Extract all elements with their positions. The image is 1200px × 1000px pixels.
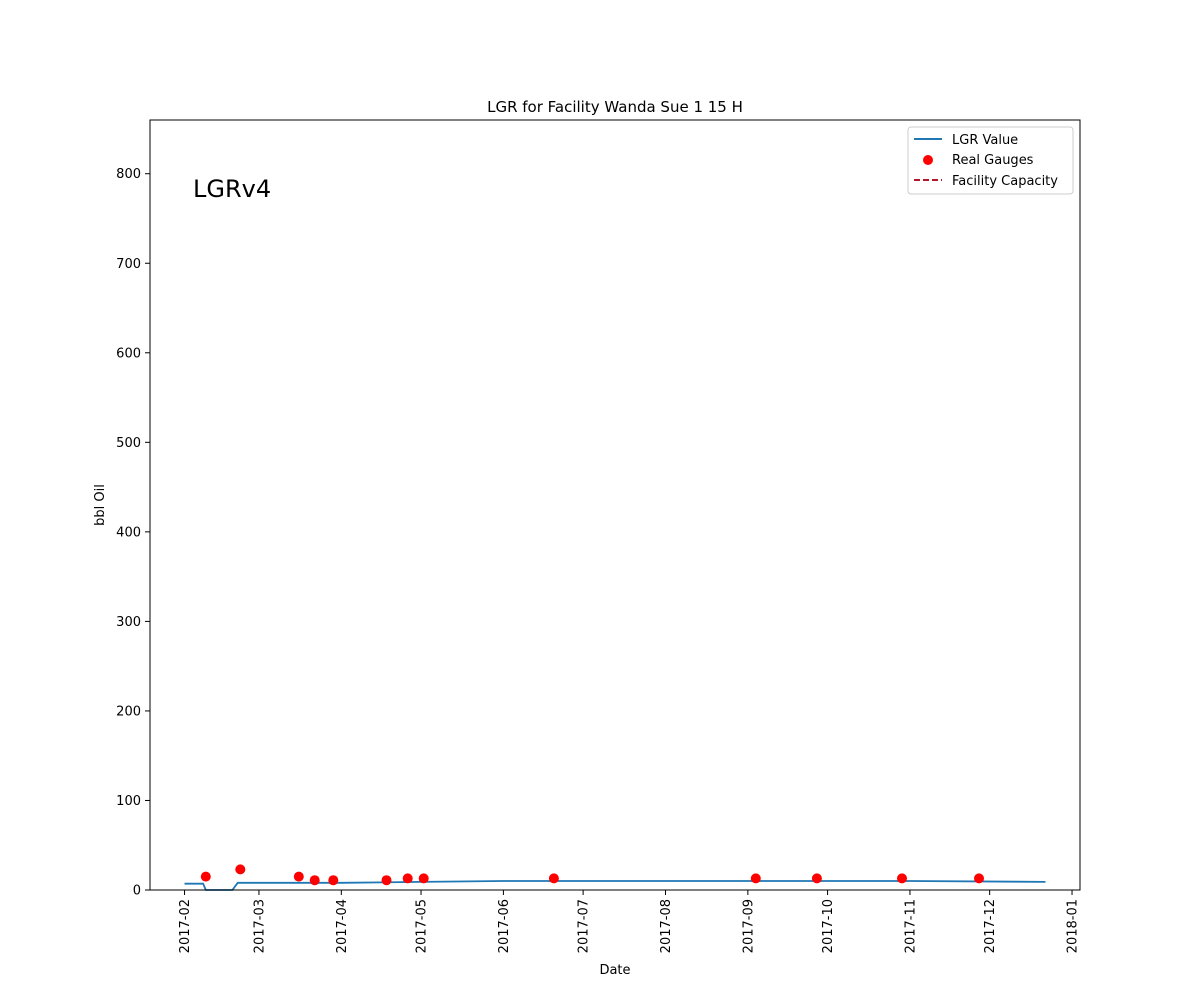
x-tick-label: 2017-02 bbox=[178, 899, 193, 953]
chart-title: LGR for Facility Wanda Sue 1 15 H bbox=[487, 98, 743, 116]
data-point bbox=[309, 875, 320, 886]
x-tick-label: 2017-10 bbox=[821, 899, 836, 953]
x-tick-label: 2017-11 bbox=[903, 899, 918, 953]
data-point bbox=[293, 871, 304, 882]
y-tick-label: 800 bbox=[116, 167, 141, 182]
data-point bbox=[381, 875, 392, 886]
y-tick-label: 600 bbox=[116, 346, 141, 361]
x-tick-label: 2017-08 bbox=[659, 899, 674, 953]
y-axis: 0 100 200 300 400 500 600 700 800 bbox=[116, 167, 150, 899]
y-tick-label: 400 bbox=[116, 525, 141, 540]
x-tick-label: 2017-05 bbox=[415, 899, 430, 953]
plot-frame bbox=[149, 119, 1081, 891]
annotation-label: LGRv4 bbox=[193, 175, 271, 203]
data-point bbox=[811, 873, 822, 884]
data-point bbox=[548, 873, 559, 884]
data-point bbox=[200, 871, 211, 882]
data-point bbox=[750, 873, 761, 884]
legend-point-swatch bbox=[923, 155, 933, 165]
data-point bbox=[897, 873, 907, 884]
y-tick-label: 200 bbox=[116, 704, 141, 719]
data-point bbox=[235, 864, 246, 875]
x-axis-label: Date bbox=[599, 963, 630, 978]
legend-label-real-gauges: Real Gauges bbox=[952, 153, 1034, 168]
data-point bbox=[402, 873, 413, 884]
data-point bbox=[328, 875, 339, 886]
x-tick-label: 2017-07 bbox=[577, 899, 592, 953]
legend-label-lgr-value: LGR Value bbox=[952, 133, 1018, 148]
x-tick-label: 2017-03 bbox=[252, 899, 267, 953]
x-axis: 2017-02 2017-03 2017-04 2017-05 2017-06 2017-… bbox=[178, 890, 1081, 953]
x-tick-label: 2017-12 bbox=[983, 899, 998, 953]
x-tick-label: 2017-09 bbox=[741, 899, 756, 953]
legend-label-facility-capacity: Facility Capacity bbox=[952, 174, 1058, 189]
legend: LGR Value Real Gauges Facility Capacity bbox=[907, 126, 1074, 195]
data-point bbox=[418, 873, 429, 884]
y-axis-label: bbl Oil bbox=[93, 484, 108, 526]
y-tick-label: 100 bbox=[116, 794, 141, 809]
x-tick-label: 2017-04 bbox=[335, 899, 350, 953]
y-tick-label: 700 bbox=[116, 257, 141, 272]
x-tick-label: 2017-06 bbox=[497, 899, 512, 953]
y-tick-label: 300 bbox=[116, 615, 141, 630]
legend-box bbox=[907, 126, 1074, 195]
data-point bbox=[974, 873, 984, 884]
plot-points bbox=[200, 864, 984, 886]
y-tick-label: 500 bbox=[116, 436, 141, 451]
y-tick-label: 0 bbox=[133, 884, 141, 899]
x-tick-label: 2018-01 bbox=[1066, 899, 1081, 953]
